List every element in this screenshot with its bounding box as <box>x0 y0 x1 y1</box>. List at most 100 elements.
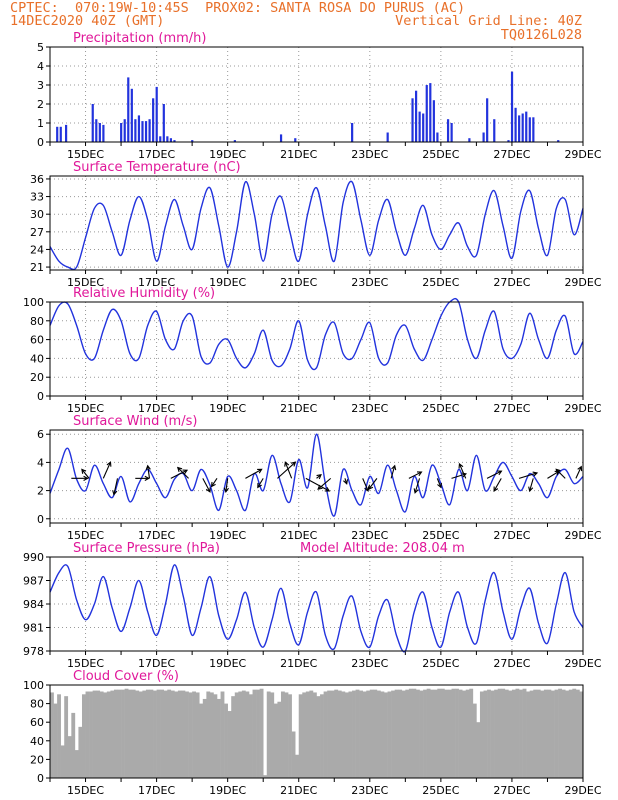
cloud-bar <box>551 690 555 778</box>
precip-bar <box>514 107 517 142</box>
cloud-bar <box>415 689 420 778</box>
series-line <box>49 433 584 517</box>
wind-arrow <box>225 478 229 492</box>
wind-arrow <box>390 465 396 479</box>
cloud-bar <box>284 692 289 778</box>
cloud-bar <box>167 689 172 778</box>
cloud-bar <box>408 688 413 778</box>
x-tick-label: 23DEC <box>351 276 388 289</box>
x-tick-label: 17DEC <box>138 148 175 161</box>
cloud-bar <box>355 689 360 778</box>
cloud-bar <box>174 691 179 778</box>
precip-bar <box>557 140 560 142</box>
wind-arrowhead <box>364 486 370 493</box>
x-tick-label: 25DEC <box>422 657 459 670</box>
precip-bar <box>233 140 236 142</box>
y-tick-label: 0 <box>37 772 44 785</box>
y-tick-label: 987 <box>23 575 44 588</box>
wind-arrow <box>305 477 330 492</box>
x-tick-label: 19DEC <box>209 784 246 797</box>
cloud-bar <box>437 688 442 778</box>
wind-arrow <box>257 478 264 488</box>
cloud-bar <box>433 689 438 778</box>
wind-arrow <box>147 465 151 479</box>
precip-bar <box>521 113 524 142</box>
wind-arrowhead <box>437 482 442 489</box>
precip-bar <box>482 132 485 142</box>
cloud-bar <box>128 689 133 778</box>
cloud-bar <box>202 698 207 778</box>
panel-5: Cloud Cover (%) 0 20 40 60 80 100 15DEC 17DEC 19D… <box>23 669 602 797</box>
wind-arrow <box>362 478 369 492</box>
precip-bar <box>425 85 428 142</box>
y-tick-label: 1 <box>37 117 44 130</box>
wind-arrow <box>81 469 90 479</box>
wind-arrowhead <box>257 482 262 489</box>
cloud-bar <box>476 722 481 778</box>
cloud-bar <box>533 689 538 778</box>
cloud-bar <box>323 691 328 778</box>
cloud-bar <box>430 689 435 778</box>
model-code: TQ0126L028 <box>500 27 582 43</box>
y-tick-label: 80 <box>30 315 44 328</box>
wind-arrowhead <box>144 475 150 482</box>
x-tick-label: 27DEC <box>493 148 530 161</box>
wind-arrow <box>436 478 442 488</box>
cloud-bar <box>273 703 278 778</box>
cloud-bar <box>81 694 86 778</box>
cloud-bar <box>511 689 516 778</box>
y-tick-label: 80 <box>30 698 44 711</box>
cloud-bar <box>561 689 566 778</box>
wind-arrow <box>529 478 534 492</box>
x-tick-label: 25DEC <box>422 148 459 161</box>
cloud-bar <box>398 689 403 778</box>
cloud-bar <box>92 690 97 778</box>
cloud-bar <box>426 688 431 778</box>
panel-annotation: Model Altitude: 208.04 m <box>300 541 465 556</box>
x-tick-label: 15DEC <box>67 276 104 289</box>
precip-bar <box>64 124 68 142</box>
cloud-bar <box>447 689 452 778</box>
y-tick-label: 0 <box>37 136 44 149</box>
cloud-bar <box>394 689 399 778</box>
precip-bar <box>127 77 130 142</box>
wind-arrowhead <box>210 481 216 488</box>
cloud-bar <box>536 689 541 778</box>
cloud-bar <box>177 690 182 778</box>
x-tick-label: 21DEC <box>280 276 317 289</box>
cloud-bar <box>199 703 204 778</box>
x-tick-label: 17DEC <box>138 276 175 289</box>
wind-arrowhead <box>458 462 464 469</box>
precip-bar <box>130 88 133 142</box>
x-tick-label: 21DEC <box>280 529 317 542</box>
y-tick-label: 990 <box>23 551 44 564</box>
precip-bar <box>148 119 151 142</box>
cloud-bar <box>529 690 534 778</box>
wind-arrow <box>177 467 189 479</box>
y-tick-label: 0 <box>37 513 44 526</box>
precip-bar <box>414 90 418 142</box>
panel-3: Surface Wind (m/s) 0 2 4 6 15DEC 17DEC 19DEC 21D… <box>37 414 602 542</box>
panel-2: Relative Humidity (%) 0 20 40 60 80 100 15DEC 17… <box>23 286 602 415</box>
cloud-bar <box>85 691 90 778</box>
y-tick-label: 40 <box>30 735 44 748</box>
panel-4: Surface Pressure (hPa) Model Altitude: 20… <box>23 541 602 670</box>
y-tick-label: 5 <box>37 41 44 54</box>
cloud-bar <box>217 698 221 778</box>
precip-bar <box>155 86 158 142</box>
precip-bar <box>279 134 283 142</box>
wind-arrowhead <box>577 465 583 472</box>
y-tick-label: 21 <box>30 261 44 274</box>
precip-bar <box>486 98 489 142</box>
wind-arrowhead <box>324 486 331 492</box>
wind-arrowhead <box>106 461 112 467</box>
precip-bar <box>518 115 521 142</box>
y-tick-label: 6 <box>37 428 44 441</box>
precip-bar <box>510 71 514 142</box>
panel-title: Relative Humidity (%) <box>73 286 215 301</box>
precip-bar <box>123 119 126 142</box>
x-tick-label: 25DEC <box>422 402 459 415</box>
y-tick-label: 4 <box>37 60 44 73</box>
x-tick-label: 29DEC <box>564 148 601 161</box>
wind-arrow <box>277 461 296 479</box>
